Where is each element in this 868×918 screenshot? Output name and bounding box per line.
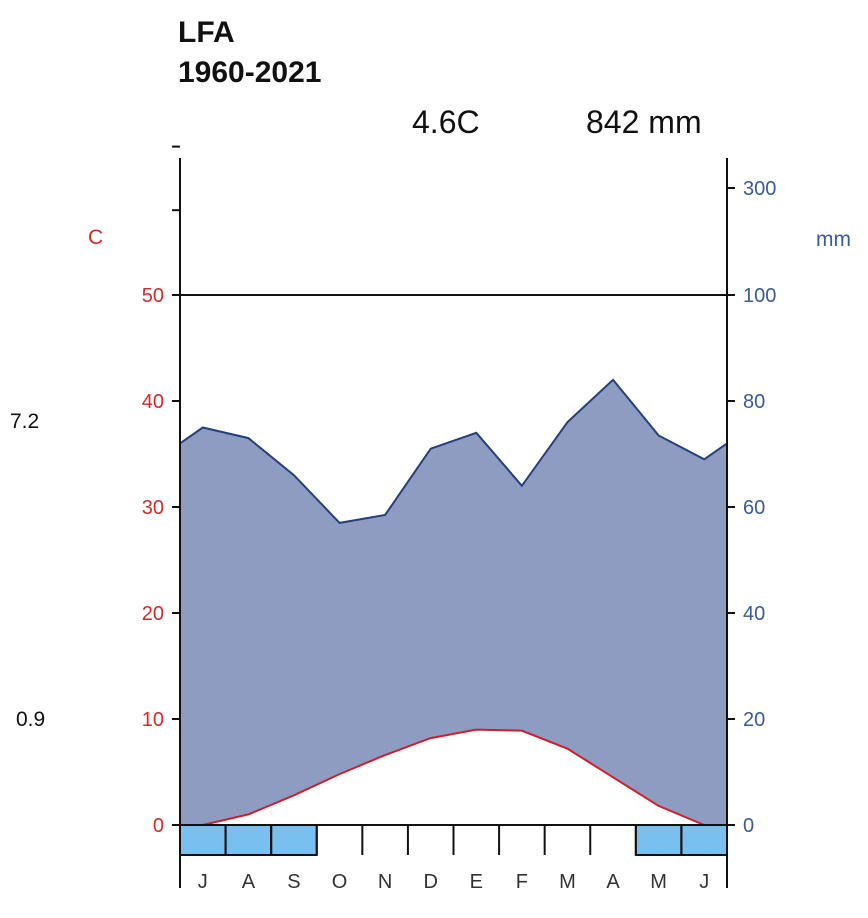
month-label: J bbox=[699, 871, 709, 893]
period-title: 1960-2021 bbox=[178, 56, 322, 89]
annual-precipitation: 842 mm bbox=[586, 104, 702, 140]
temp-tick-label: 30 bbox=[142, 497, 164, 519]
temp-tick-label: 10 bbox=[142, 709, 164, 731]
precip-tick-label: 40 bbox=[743, 603, 765, 625]
min-temperature-label: 0.9 bbox=[16, 708, 46, 731]
month-label: E bbox=[470, 871, 483, 893]
month-label: F bbox=[516, 871, 528, 893]
month-label: M bbox=[650, 871, 667, 893]
precip-tick-label: 80 bbox=[743, 391, 765, 413]
frost-box bbox=[680, 824, 729, 856]
precipitation-ticks: 0 20 40 60 80 100 300 bbox=[727, 178, 776, 837]
temperature-ticks: 0 10 20 30 40 50 bbox=[142, 145, 180, 837]
month-label: J bbox=[198, 871, 208, 893]
precipitation-unit-label: mm bbox=[816, 228, 851, 251]
month-label: A bbox=[242, 871, 256, 893]
month-label: A bbox=[606, 871, 620, 893]
precipitation-line bbox=[179, 378, 728, 524]
precip-tick-label: 0 bbox=[743, 815, 754, 837]
month-label: M bbox=[559, 871, 576, 893]
mean-temperature: 4.6C bbox=[412, 104, 480, 140]
max-temperature-label: 7.2 bbox=[10, 410, 40, 433]
frost-boxes bbox=[179, 824, 729, 856]
frost-box bbox=[270, 824, 318, 856]
precip-tick-label: 100 bbox=[743, 285, 776, 307]
month-label: S bbox=[287, 871, 300, 893]
precip-tick-label: 60 bbox=[743, 497, 765, 519]
precip-tick-label: 300 bbox=[743, 178, 776, 200]
temp-tick-label: 50 bbox=[142, 285, 164, 307]
frost-box bbox=[224, 824, 273, 856]
month-label: O bbox=[332, 871, 348, 893]
temperature-line bbox=[180, 728, 727, 826]
station-title: LFA bbox=[178, 16, 235, 49]
temperature-area bbox=[180, 729, 727, 825]
month-label: D bbox=[423, 871, 437, 893]
frost-box bbox=[179, 824, 227, 856]
frost-box bbox=[634, 824, 683, 856]
temperature-unit-label: C bbox=[88, 226, 104, 249]
precip-tick-label: 20 bbox=[743, 709, 765, 731]
temp-tick-label: 0 bbox=[153, 815, 164, 837]
temp-tick-label: 40 bbox=[142, 391, 164, 413]
temp-tick-label: 20 bbox=[142, 603, 164, 625]
month-label: N bbox=[378, 871, 392, 893]
precipitation-area bbox=[180, 379, 727, 825]
